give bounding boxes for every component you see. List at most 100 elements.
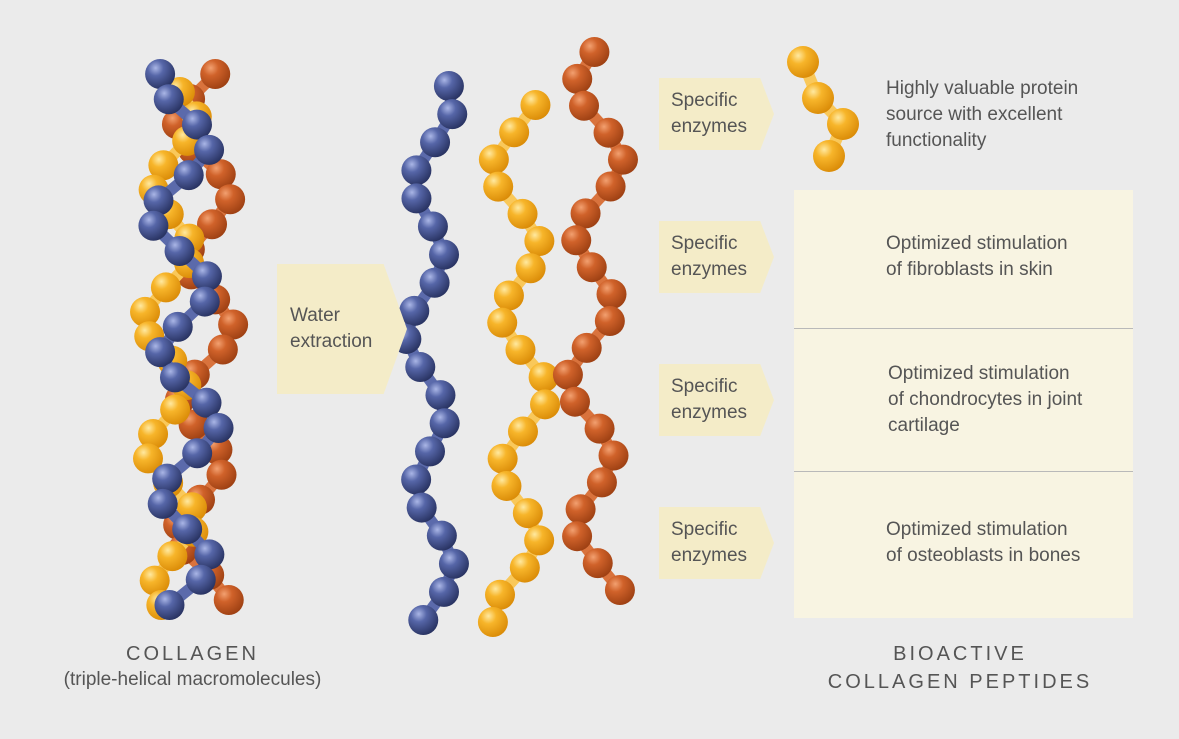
amino-acid-sphere — [478, 144, 509, 175]
amino-acid-sphere — [420, 127, 451, 158]
amino-acid-sphere — [487, 443, 518, 474]
collagen-subtitle: (triple-helical macromolecules) — [63, 669, 322, 690]
amino-acid-sphere — [512, 498, 543, 529]
amino-acid-sphere — [499, 117, 530, 148]
peptide-benefits-panel — [794, 190, 1133, 618]
amino-acid-sphere — [408, 605, 439, 635]
amino-acid-sphere — [477, 607, 508, 637]
collagen-caption: COLLAGEN (triple-helical macromolecules) — [40, 643, 345, 691]
enzyme-arrow-2 — [659, 221, 774, 293]
strand-blue — [391, 71, 469, 635]
water-extraction-label: Water extraction — [290, 305, 373, 352]
collagen-triple-helix — [130, 59, 249, 620]
amino-acid-sphere — [569, 90, 600, 121]
amino-acid-sphere — [596, 279, 627, 310]
amino-acid-sphere — [417, 211, 448, 242]
amino-acid-sphere — [185, 564, 216, 595]
amino-acid-sphere — [438, 548, 469, 579]
strand-yellow — [477, 90, 561, 637]
amino-acid-sphere — [429, 576, 460, 607]
amino-acid-sphere — [401, 155, 432, 186]
amino-acid-sphere — [162, 311, 193, 342]
peptide-description-2: Optimized stimulation of fibroblasts in … — [886, 233, 1068, 280]
amino-acid-sphere — [607, 144, 638, 175]
strand-orange — [552, 37, 638, 605]
amino-acid-sphere — [218, 309, 249, 340]
amino-acid-sphere — [483, 171, 514, 202]
amino-acid-sphere — [157, 541, 188, 572]
amino-acid-sphere — [194, 539, 225, 570]
amino-acid-sphere — [509, 552, 540, 583]
amino-acid-sphere — [401, 464, 432, 495]
peptides-caption: BIOACTIVE COLLAGEN PEPTIDES — [800, 643, 1120, 694]
amino-acid-sphere — [207, 334, 238, 365]
enzyme-label-3: Specific enzymes — [671, 376, 748, 423]
amino-acid-sphere — [429, 239, 460, 270]
panel-divider — [794, 328, 1133, 329]
amino-acid-sphere — [160, 394, 191, 425]
amino-acid-sphere — [593, 117, 624, 148]
collagen-title: COLLAGEN — [126, 643, 259, 665]
peptide-description-1: Highly valuable protein source with exce… — [886, 78, 1079, 151]
amino-acid-sphere — [520, 90, 551, 120]
amino-acid-sphere — [138, 419, 169, 449]
amino-acid-sphere — [153, 84, 184, 115]
separated-strands — [391, 37, 638, 637]
amino-acid-sphere — [205, 159, 236, 190]
amino-acid-sphere — [213, 585, 244, 615]
amino-acid-sphere — [552, 359, 583, 390]
amino-acid-sphere — [181, 109, 212, 140]
amino-acid-sphere — [576, 252, 607, 283]
amino-acid-sphere — [182, 438, 213, 469]
amino-acid-sphere — [802, 82, 834, 114]
helix-blue-chain — [138, 59, 234, 620]
amino-acid-sphere — [419, 267, 450, 298]
peptide-description-3: Optimized stimulation of chondrocytes in… — [888, 363, 1083, 436]
amino-acid-sphere — [565, 494, 596, 525]
amino-acid-sphere — [562, 63, 593, 94]
water-extraction-arrow — [277, 264, 407, 394]
amino-acid-sphere — [406, 492, 437, 523]
enzyme-arrow-4 — [659, 507, 774, 579]
amino-acid-sphere — [189, 286, 220, 317]
amino-acid-sphere — [433, 71, 464, 101]
amino-acid-sphere — [582, 548, 613, 579]
amino-acid-sphere — [594, 306, 625, 336]
amino-acid-sphere — [133, 443, 164, 474]
amino-acid-sphere — [191, 261, 222, 292]
amino-acid-sphere — [215, 184, 246, 215]
amino-acid-sphere — [559, 386, 590, 417]
amino-acid-sphere — [598, 440, 629, 471]
amino-acid-sphere — [159, 362, 190, 393]
amino-acid-sphere — [530, 389, 561, 420]
amino-acid-sphere — [197, 209, 228, 240]
amino-acid-sphere — [399, 295, 430, 326]
enzyme-label-4: Specific enzymes — [671, 519, 748, 566]
amino-acid-sphere — [401, 183, 432, 214]
amino-acid-sphere — [154, 590, 185, 620]
amino-acid-sphere — [787, 46, 819, 78]
amino-acid-sphere — [426, 520, 457, 551]
enzyme-label-1: Specific enzymes — [671, 90, 748, 137]
amino-acid-sphere — [191, 387, 222, 418]
amino-acid-sphere — [164, 236, 195, 266]
amino-acid-sphere — [524, 525, 555, 556]
amino-acid-sphere — [148, 150, 179, 181]
amino-acid-sphere — [200, 59, 231, 89]
amino-acid-sphere — [147, 488, 178, 519]
amino-acid-sphere — [813, 140, 845, 172]
amino-acid-sphere — [604, 575, 635, 605]
peptides-title-line2: COLLAGEN PEPTIDES — [827, 671, 1093, 693]
amino-acid-sphere — [194, 134, 225, 165]
amino-acid-sphere — [579, 37, 610, 67]
amino-acid-sphere — [173, 160, 204, 191]
amino-acid-sphere — [206, 459, 237, 490]
amino-acid-sphere — [562, 521, 593, 552]
amino-acid-sphere — [524, 226, 555, 257]
amino-acid-sphere — [437, 99, 468, 130]
amino-acid-sphere — [145, 59, 176, 89]
amino-acid-sphere — [130, 296, 161, 327]
amino-acid-sphere — [143, 185, 174, 216]
amino-acid-sphere — [138, 210, 169, 241]
